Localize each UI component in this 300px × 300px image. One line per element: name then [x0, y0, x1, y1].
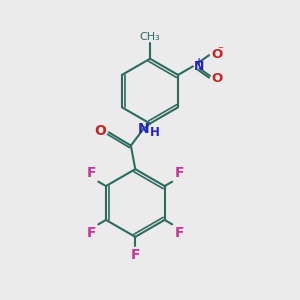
- Text: O: O: [212, 72, 223, 85]
- Text: F: F: [130, 248, 140, 262]
- Text: F: F: [174, 167, 184, 181]
- Text: N: N: [194, 60, 204, 73]
- Text: CH₃: CH₃: [140, 32, 160, 42]
- Text: ⁻: ⁻: [217, 45, 223, 55]
- Text: O: O: [212, 48, 223, 61]
- Text: F: F: [87, 226, 96, 239]
- Text: F: F: [87, 167, 96, 181]
- Text: F: F: [174, 226, 184, 239]
- Text: O: O: [94, 124, 106, 138]
- Text: N: N: [138, 122, 149, 136]
- Text: +: +: [195, 57, 203, 67]
- Text: H: H: [150, 126, 160, 140]
